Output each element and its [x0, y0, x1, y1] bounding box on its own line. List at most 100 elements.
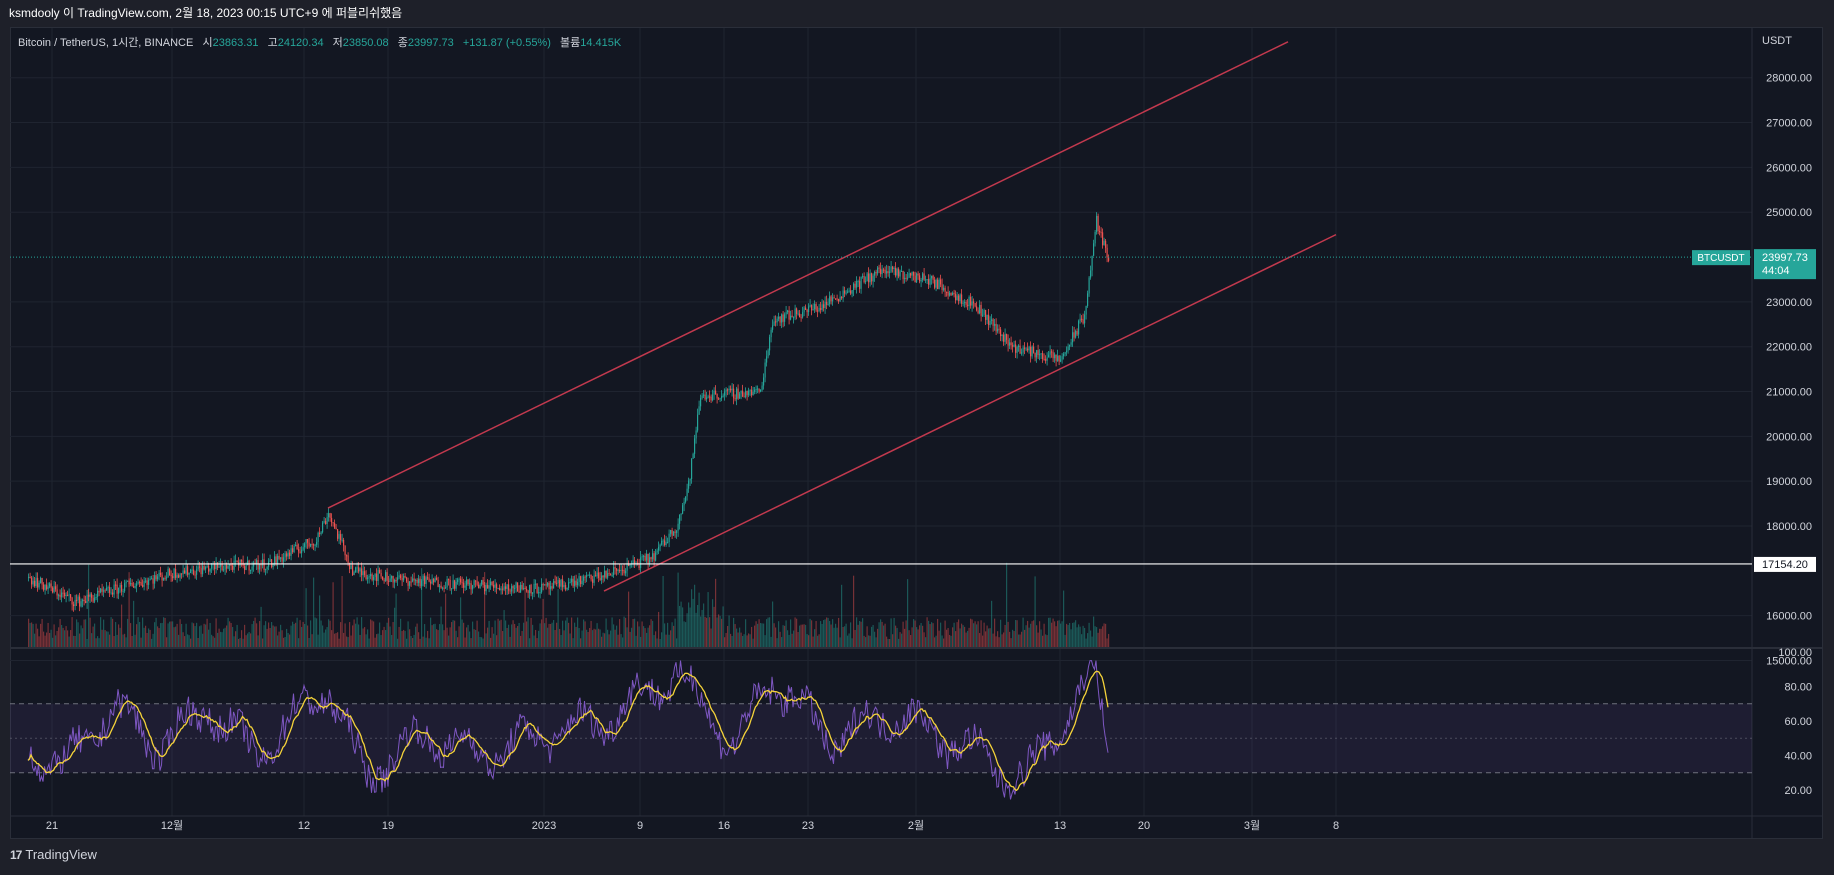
volume-bar — [470, 638, 472, 647]
candle-body — [824, 301, 826, 309]
volume-bar — [934, 637, 936, 647]
volume-bar — [898, 638, 900, 647]
candle-body — [73, 604, 75, 607]
time-tick-label: 23 — [802, 820, 814, 832]
candle-body — [142, 585, 144, 587]
volume-bar — [1079, 626, 1081, 647]
candle-body — [472, 585, 474, 590]
volume-bar — [770, 636, 772, 647]
volume-bar — [217, 632, 219, 647]
volume-bar — [872, 625, 874, 647]
volume-bar — [161, 622, 163, 647]
volume-bar — [938, 630, 940, 647]
candle-body — [748, 390, 750, 396]
volume-bar — [583, 619, 585, 647]
candle-body — [776, 318, 778, 323]
candle-body — [184, 570, 186, 574]
volume-bar — [842, 626, 844, 647]
volume-bar — [125, 637, 127, 647]
volume-bar — [359, 634, 361, 647]
volume-bar — [479, 636, 481, 647]
candle-body — [424, 575, 426, 584]
candle-body — [130, 583, 132, 585]
candle-body — [542, 584, 544, 586]
candle-body — [196, 569, 198, 575]
volume-bar — [448, 635, 450, 647]
candle-body — [485, 585, 487, 592]
volume-bar — [139, 621, 141, 647]
volume-bar — [530, 617, 532, 647]
volume-bar — [956, 622, 958, 647]
volume-bar — [61, 625, 63, 647]
volume-bar — [1003, 632, 1005, 647]
candle-body — [71, 597, 73, 605]
volume-bar — [263, 625, 265, 647]
volume-bar — [1085, 638, 1087, 647]
candle-body — [521, 584, 523, 590]
candle-body — [191, 569, 193, 571]
candle-body — [913, 271, 915, 276]
candle-body — [211, 564, 213, 569]
volume-bar — [728, 615, 730, 647]
time-tick-label: 2월 — [908, 819, 924, 832]
candle-body — [1064, 352, 1066, 355]
candle-body — [1042, 353, 1044, 360]
candle-body — [763, 377, 765, 386]
tradingview-footer[interactable]: 17 TradingView — [10, 847, 97, 862]
volume-bar — [160, 623, 162, 647]
candle-body — [1088, 277, 1090, 294]
volume-bar — [469, 631, 471, 647]
volume-bar — [100, 617, 102, 647]
volume-bar — [487, 627, 489, 647]
volume-bar — [601, 636, 603, 647]
candle-body — [166, 577, 168, 579]
high-label: 고 — [267, 37, 278, 49]
candle-body — [314, 544, 316, 546]
volume-bar — [283, 637, 285, 647]
candle-body — [626, 563, 628, 571]
candle-body — [65, 594, 67, 597]
open-label: 시 — [202, 37, 213, 49]
candle-body — [880, 268, 882, 275]
candle-body — [308, 542, 310, 547]
volume-bar — [1070, 629, 1072, 647]
candle-body — [163, 577, 165, 581]
volume-bar — [937, 618, 939, 647]
volume-bar — [517, 626, 519, 647]
volume-bars — [28, 562, 1110, 647]
candle-body — [493, 584, 495, 588]
volume-bar — [967, 630, 969, 647]
volume-bar — [824, 619, 826, 647]
candle-body — [37, 577, 39, 588]
symbol-name: Bitcoin / TetherUS, 1시간, BINANCE — [18, 37, 194, 49]
volume-bar — [251, 624, 253, 647]
volume-bar — [620, 634, 622, 647]
candle-body — [323, 521, 325, 523]
candle-body — [34, 580, 36, 587]
candle-body — [865, 281, 867, 283]
volume-bar — [814, 629, 816, 647]
candle-body — [31, 577, 33, 585]
volume-bar — [1030, 623, 1032, 647]
volume-bar — [887, 638, 889, 647]
candle-body — [182, 570, 184, 575]
candle-body — [1094, 231, 1096, 244]
candle-body — [869, 273, 871, 283]
price-tick-label: 21000.00 — [1766, 387, 1812, 399]
candle-body — [416, 579, 418, 583]
volume-bar — [394, 607, 396, 647]
candle-body — [569, 582, 571, 584]
candle-body — [70, 594, 72, 598]
candle-body — [688, 480, 690, 489]
candle-body — [536, 583, 538, 593]
candle-body — [757, 388, 759, 390]
volume-bar — [260, 606, 262, 647]
volume-bar — [493, 633, 495, 647]
volume-bar — [286, 628, 288, 647]
rsi-tick-label: 20.00 — [1784, 785, 1812, 797]
volume-bar — [52, 637, 54, 647]
volume-bar — [29, 622, 31, 647]
candle-body — [44, 584, 46, 590]
volume-bar — [821, 623, 823, 647]
